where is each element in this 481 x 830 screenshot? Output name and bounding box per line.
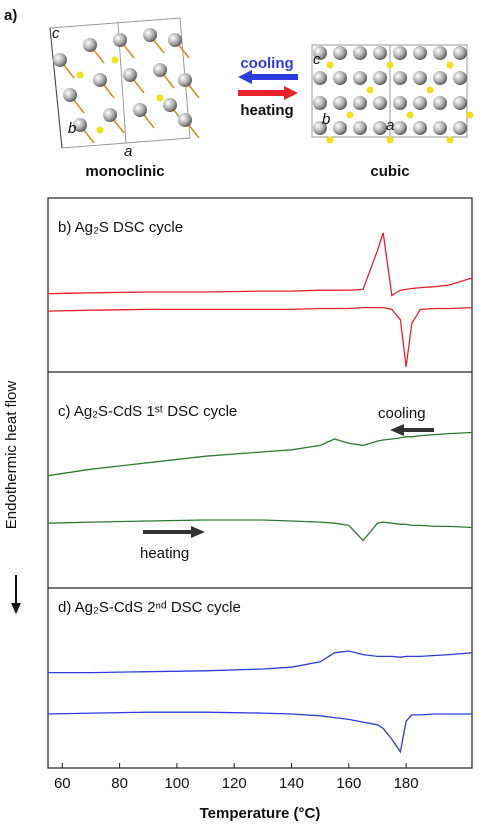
axis-letter: a [124,143,132,160]
curve [48,712,472,752]
atom [387,137,394,144]
axis-letter: c [52,25,60,42]
atom [433,121,447,135]
atom [123,68,137,82]
atom [373,96,387,110]
panel-title: b) Ag₂S DSC cycle [58,219,183,236]
axis-letter: b [322,111,330,128]
atom [393,46,407,60]
atom [63,88,77,102]
atom [333,71,347,85]
atom [447,137,454,144]
atom [433,71,447,85]
annotation: heating [140,545,189,562]
atom [103,108,117,122]
x-tick-label: 140 [279,775,304,792]
atom [133,103,147,117]
axis-letter: a [386,117,394,134]
atom [178,73,192,87]
atom [453,46,467,60]
curve [48,520,472,541]
down-arrow [11,575,21,614]
cooling-label: cooling [240,55,293,72]
atom [347,112,354,119]
curve [48,308,472,367]
atom [83,38,97,52]
atom [333,96,347,110]
atom [393,71,407,85]
curve [48,651,472,673]
atom [447,62,454,69]
phase-label: monoclinic [85,163,164,180]
x-tick-label: 160 [336,775,361,792]
atom [77,72,84,79]
atom [313,96,327,110]
atom [97,127,104,134]
atom [393,121,407,135]
atom [327,137,334,144]
panel-label: a) [4,7,17,24]
atom [427,87,434,94]
atom [393,96,407,110]
atom [373,71,387,85]
y-axis-label: Endothermic heat flow [3,381,20,530]
plot-frame [48,198,472,768]
x-tick-label: 80 [111,775,128,792]
heating-label: heating [240,102,293,119]
atom [178,113,192,127]
panel-title: c) Ag₂S-CdS 1ˢᵗ DSC cycle [58,403,237,420]
atom [467,112,474,119]
atom [367,87,374,94]
atom [53,53,67,67]
annotation: cooling [378,405,426,422]
atom [373,121,387,135]
atom [353,96,367,110]
axis-letter: c [313,51,321,68]
atom [453,96,467,110]
x-axis-label: Temperature (°C) [200,805,321,822]
atom [453,71,467,85]
x-tick-label: 60 [54,775,71,792]
atom [453,121,467,135]
atom [168,33,182,47]
atom [333,121,347,135]
x-tick-label: 180 [394,775,419,792]
atom [433,46,447,60]
atom [413,46,427,60]
atom [157,95,164,102]
atom [413,96,427,110]
atom [333,46,347,60]
x-tick-label: 120 [222,775,247,792]
atom [353,46,367,60]
atom [112,57,119,64]
curve [48,233,472,296]
atom [413,121,427,135]
cooling-arrow [238,70,298,84]
curve [48,433,472,476]
axis-letter: b [68,120,76,137]
phase-label: cubic [370,163,409,180]
heating-arrow [143,526,205,538]
heating-arrow [238,86,298,100]
atom [413,71,427,85]
atom [433,96,447,110]
panel-title: d) Ag₂S-CdS 2ⁿᵈ DSC cycle [58,599,241,616]
atom [313,71,327,85]
atom [353,71,367,85]
cooling-arrow [390,424,434,436]
atom [113,33,127,47]
x-tick-label: 100 [164,775,189,792]
atom [143,28,157,42]
atom [387,62,394,69]
figure: a) c b a c b a monoclinic cubic cooling … [0,0,481,825]
atom [163,98,177,112]
atom [153,63,167,77]
atom [373,46,387,60]
atom [353,121,367,135]
atom [327,62,334,69]
atom [93,73,107,87]
atom [407,112,414,119]
